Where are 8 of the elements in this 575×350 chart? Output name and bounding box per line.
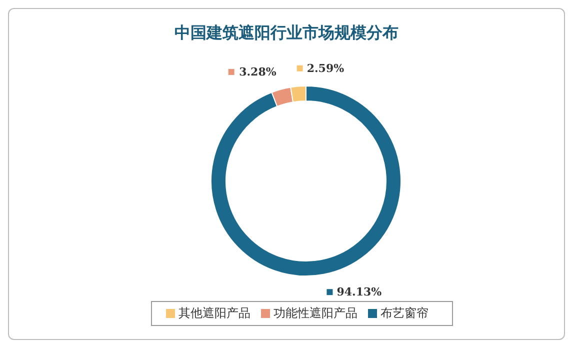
legend-label: 布艺窗帘: [380, 306, 428, 320]
data-label: 2.59%: [306, 62, 345, 75]
legend-label: 功能性遮阳产品: [274, 306, 358, 320]
legend-label: 其他遮阳产品: [178, 306, 250, 320]
donut-slice: [210, 86, 402, 276]
chart-title: 中国建筑遮阳行业市场规模分布: [174, 23, 400, 44]
data-label: 94.13%: [336, 286, 382, 299]
data-label: 3.28%: [239, 65, 277, 78]
